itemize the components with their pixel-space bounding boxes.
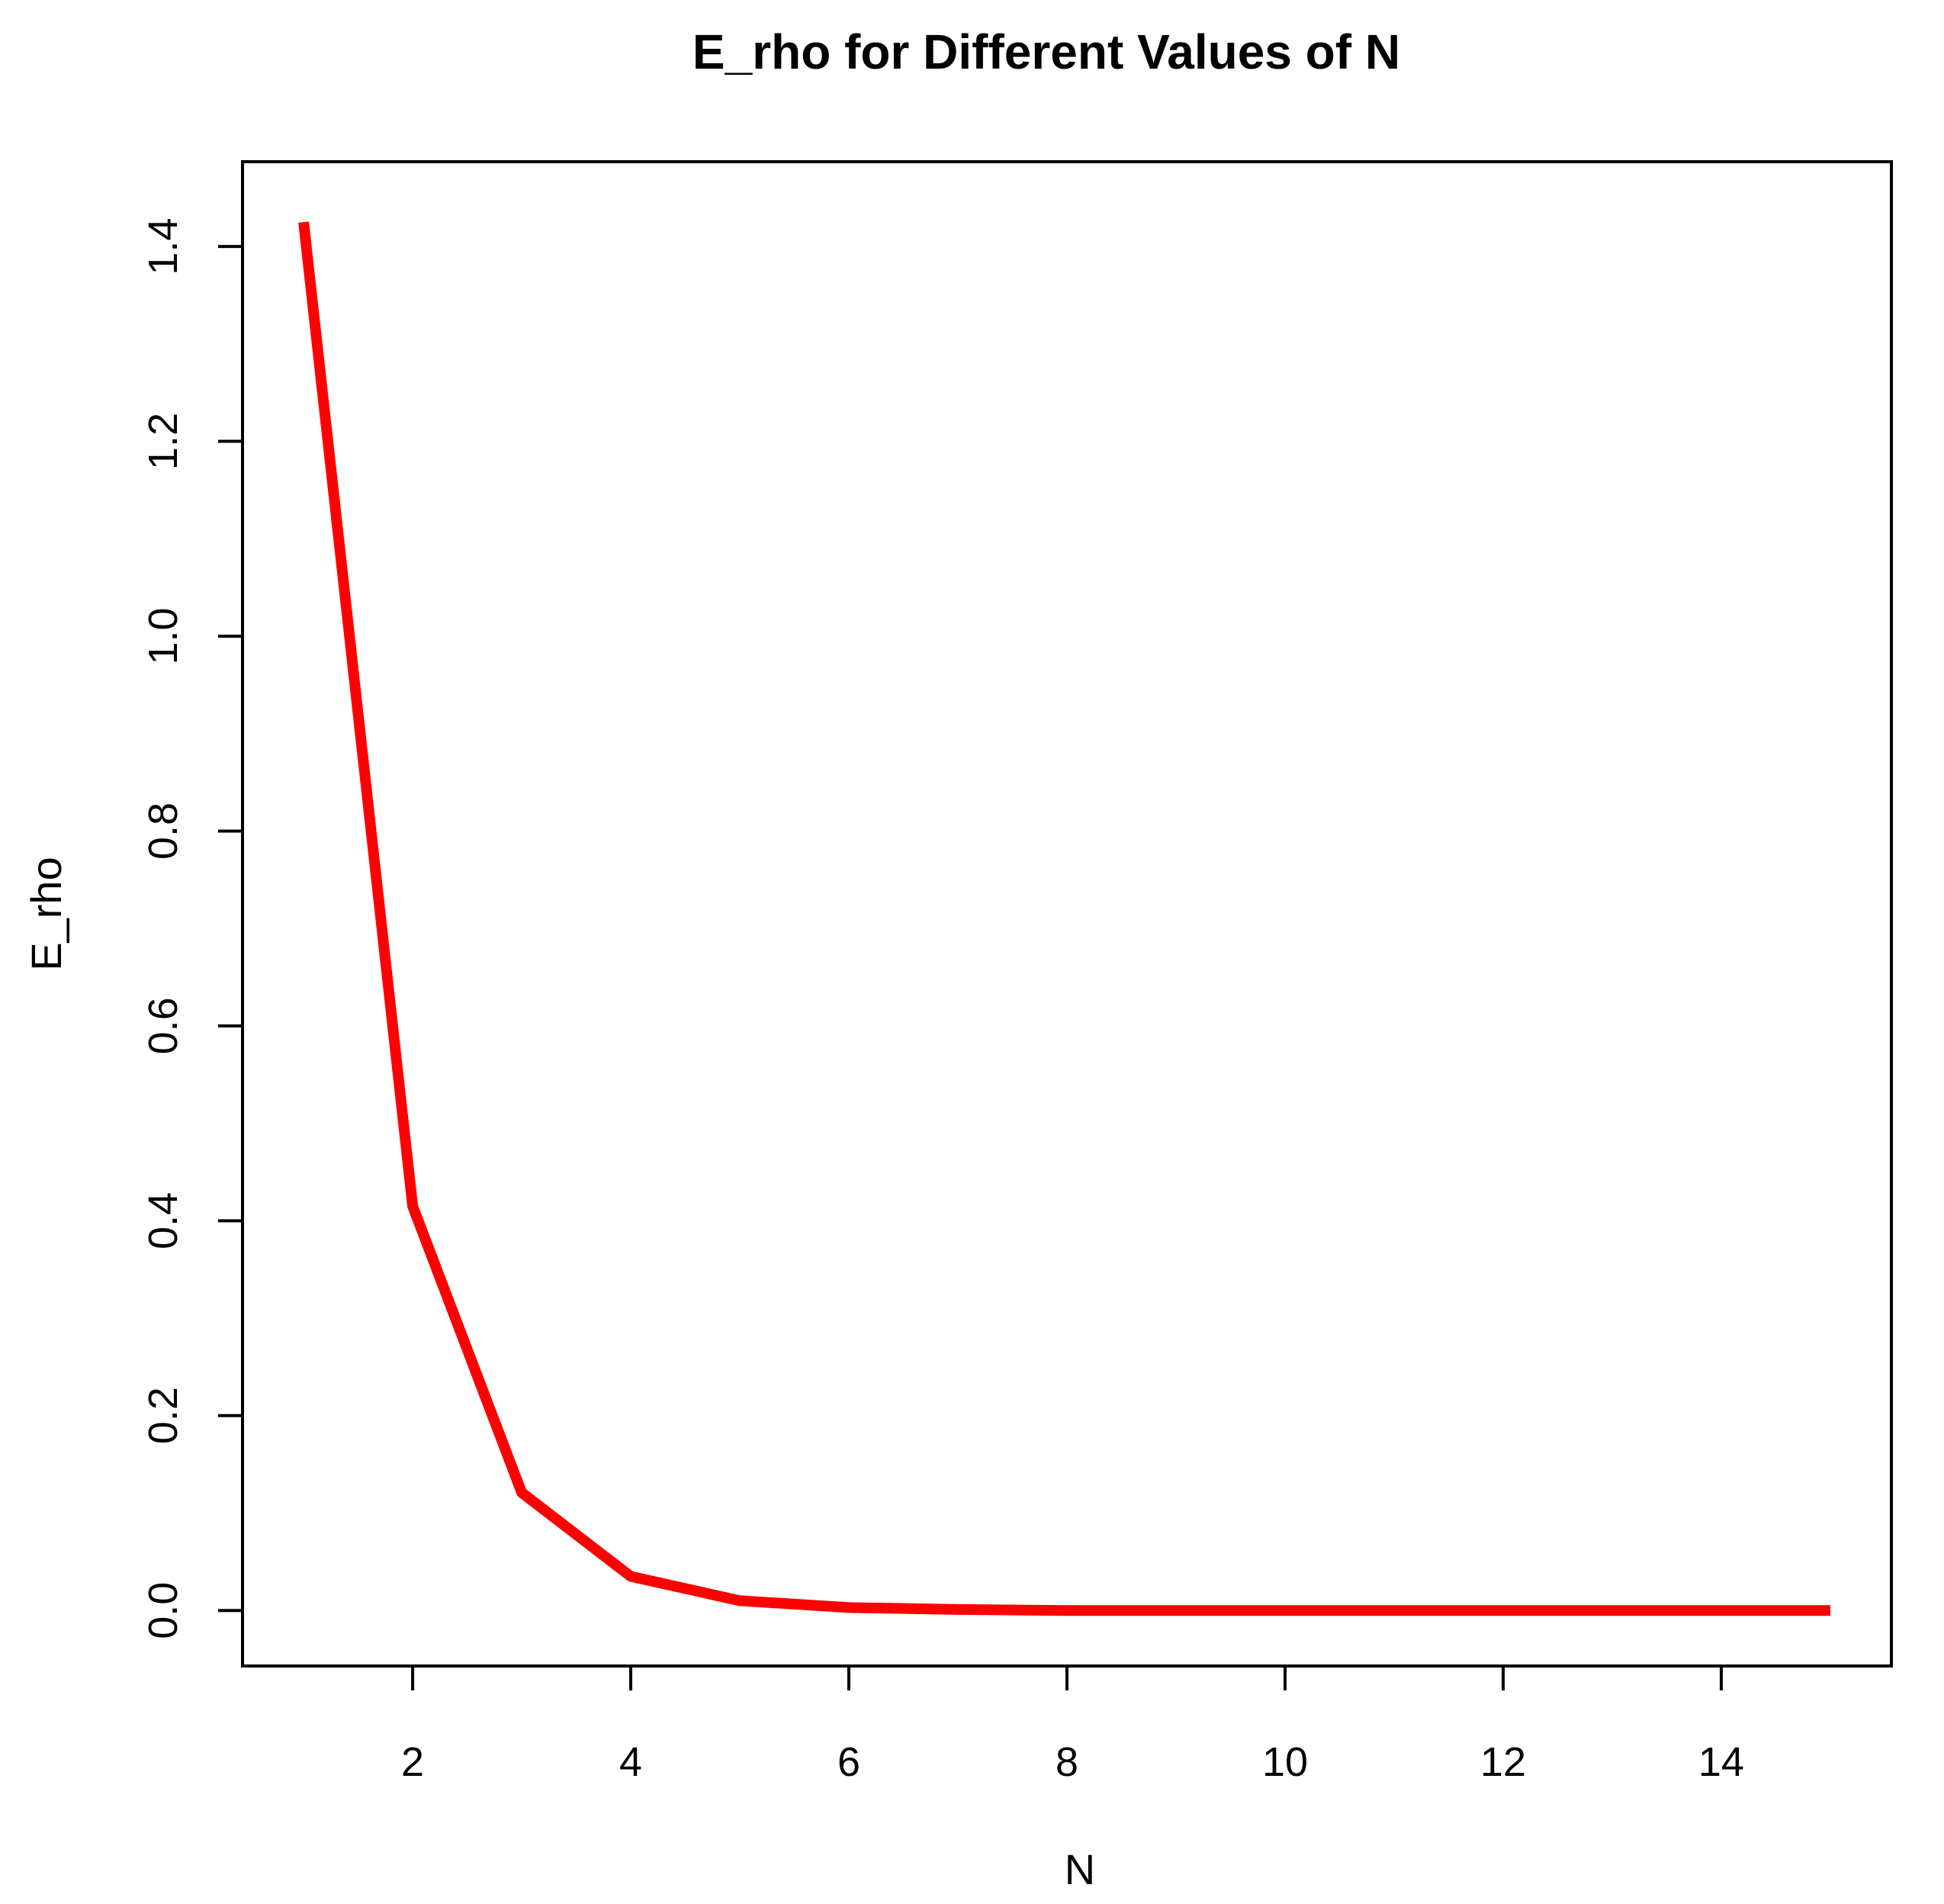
y-tick-label: 0.6 — [140, 997, 186, 1054]
y-axis: 0.0 0.2 0.4 0.6 0.8 1.0 1.2 1.4 — [140, 218, 244, 1639]
x-tick-label: 8 — [1056, 1739, 1078, 1785]
y-axis-label: E_rho — [22, 857, 70, 970]
y-tick-label: 0.4 — [140, 1192, 186, 1250]
chart-title: E_rho for Different Values of N — [692, 24, 1400, 79]
y-tick-label: 1.0 — [140, 607, 186, 664]
y-tick-label: 1.2 — [140, 413, 186, 470]
x-tick-label: 14 — [1698, 1739, 1744, 1785]
y-tick-label: 0.2 — [140, 1387, 186, 1444]
plot-frame — [241, 160, 1893, 1668]
y-tick-label: 0.0 — [140, 1582, 186, 1639]
x-tick-label: 10 — [1262, 1739, 1308, 1785]
series-layer — [298, 221, 1830, 1616]
x-axis-label: N — [1065, 1845, 1095, 1893]
x-tick-label: 4 — [619, 1739, 642, 1785]
x-tick-label: 12 — [1480, 1739, 1526, 1785]
x-tick-label: 2 — [401, 1739, 424, 1785]
y-tick-label: 1.4 — [140, 218, 186, 275]
series-line — [298, 221, 1830, 1616]
x-tick-label: 6 — [837, 1739, 860, 1785]
y-tick-label: 0.8 — [140, 802, 186, 860]
x-axis: 2 4 6 8 10 12 14 — [401, 1664, 1744, 1785]
